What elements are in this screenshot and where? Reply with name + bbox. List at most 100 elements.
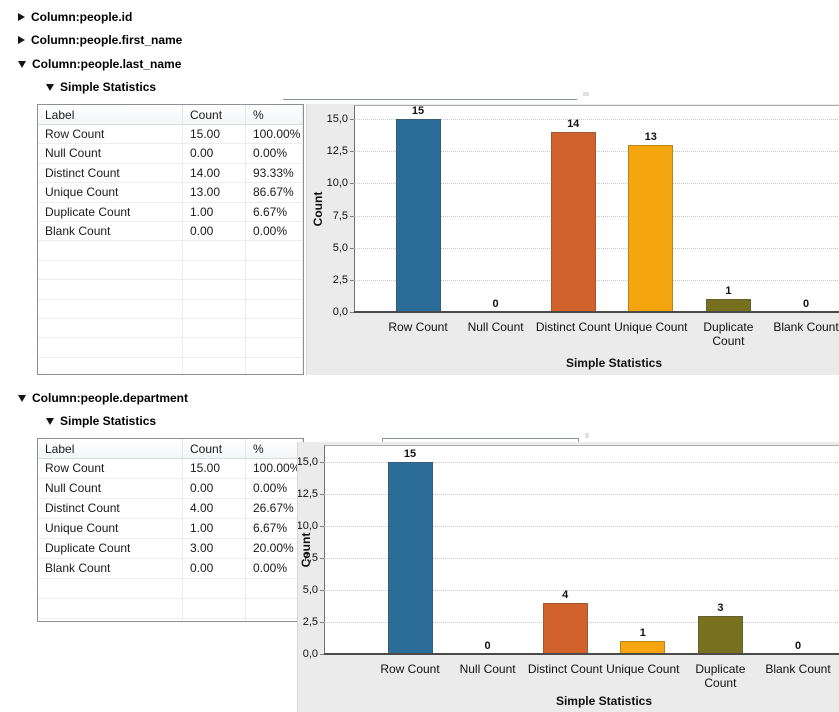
- table-cell: Unique Count: [38, 519, 183, 538]
- table-row[interactable]: Distinct Count 4.00 26.67%: [38, 499, 303, 519]
- table-cell: [38, 260, 183, 280]
- y-axis-tick-label: 0,0: [302, 648, 318, 660]
- table-cell: [246, 299, 303, 318]
- collapsed-arrow-icon[interactable]: [18, 13, 25, 21]
- tree-item-column-people-id[interactable]: Column:people.id: [18, 10, 132, 24]
- table-cell: [246, 599, 303, 618]
- y-axis-title: Count: [311, 191, 325, 226]
- bar-row-count: [395, 119, 441, 312]
- column-header--[interactable]: %: [246, 105, 303, 124]
- table-cell: Null Count: [38, 144, 183, 163]
- column-header-label[interactable]: Label: [38, 439, 183, 458]
- table-cell: [183, 260, 246, 280]
- expanded-arrow-icon[interactable]: [46, 417, 54, 425]
- table-cell: [38, 280, 183, 299]
- bar-distinct-count: [550, 131, 596, 312]
- gridline: [324, 558, 839, 559]
- expanded-arrow-icon[interactable]: [46, 83, 54, 91]
- column-header-label[interactable]: Label: [38, 105, 183, 124]
- tree-item-label: Column:people.last_name: [32, 57, 182, 71]
- table-row-empty: [38, 280, 303, 300]
- tree-item-column-people-first-name[interactable]: Column:people.first_name: [18, 33, 182, 47]
- y-axis-tick-label: 12,5: [297, 488, 318, 500]
- bar-value-label: 0: [484, 640, 491, 652]
- category-label-null-count: Null Count: [467, 320, 524, 334]
- y-axis-tick: [350, 279, 354, 281]
- table-cell: 4.00: [183, 499, 246, 518]
- table-row[interactable]: Blank Count 0.00 0.00%: [38, 221, 303, 242]
- table-cell: [38, 619, 183, 621]
- table-row-empty: [38, 241, 303, 261]
- tree-item-column-people-last-name[interactable]: Column:people.last_name: [18, 57, 181, 71]
- y-axis-tick: [350, 247, 354, 249]
- bar-value-label: 0: [794, 640, 802, 652]
- table-row[interactable]: Row Count 15.00 100.00%: [38, 459, 303, 479]
- y-axis-tick: [320, 622, 324, 623]
- table-row-empty: [38, 619, 303, 621]
- table-cell: 100.00%: [246, 459, 303, 478]
- table-cell: [38, 599, 183, 618]
- bar-value-label: 14: [567, 117, 580, 130]
- simple-statistics-table-last-name: Label Count% Row Count 15.00 100.00% Null Cou…: [37, 104, 304, 375]
- y-axis-tick-label: 0,0: [332, 306, 348, 318]
- panel-border-artifact: [382, 438, 383, 442]
- gridline: [324, 462, 839, 463]
- panel-border-artifact: [283, 99, 577, 100]
- table-row[interactable]: Distinct Count 14.00 93.33%: [38, 163, 303, 184]
- tree-item-label: Column:people.first_name: [31, 33, 183, 47]
- table-cell: [183, 357, 246, 374]
- collapsed-arrow-icon[interactable]: [18, 36, 25, 44]
- expanded-arrow-icon[interactable]: [18, 394, 26, 402]
- tree-item-label: Simple Statistics: [60, 414, 157, 428]
- table-cell: 6.67%: [246, 202, 303, 221]
- bar-value-label: 13: [644, 130, 657, 143]
- simple-statistics-table-department: Label Count% Row Count 15.00 100.00% Null Cou…: [37, 438, 304, 622]
- table-header: Label Count%: [38, 105, 303, 125]
- column-header-count[interactable]: Count: [183, 439, 246, 458]
- y-axis-tick-label: 12,5: [326, 145, 348, 158]
- bar-unique-count: [628, 144, 674, 312]
- table-row[interactable]: Unique Count 13.00 86.67%: [38, 183, 303, 203]
- table-cell: 15.00: [183, 125, 246, 144]
- bar-value-label: 0: [802, 298, 810, 310]
- table-row[interactable]: Row Count 15.00 100.00%: [38, 125, 303, 145]
- tree-item-simple-statistics-department[interactable]: Simple Statistics: [46, 414, 156, 428]
- y-axis-tick: [320, 526, 324, 527]
- table-row[interactable]: Duplicate Count 3.00 20.00%: [38, 539, 303, 559]
- table-cell: [246, 318, 303, 338]
- expanded-arrow-icon[interactable]: [18, 60, 26, 68]
- x-axis-line: [354, 311, 839, 313]
- column-header-count[interactable]: Count: [183, 105, 246, 124]
- table-row[interactable]: Unique Count 1.00 6.67%: [38, 519, 303, 539]
- table-cell: [246, 619, 303, 621]
- table-cell: Distinct Count: [38, 163, 183, 183]
- table-row[interactable]: Null Count 0.00 0.00%: [38, 479, 303, 499]
- tree-item-simple-statistics-last-name[interactable]: Simple Statistics: [46, 80, 156, 94]
- table-cell: Duplicate Count: [38, 539, 183, 558]
- bar-row-count: [387, 462, 433, 654]
- table-cell: Distinct Count: [38, 499, 183, 518]
- table-cell: 0.00: [183, 144, 246, 163]
- table-cell: [38, 579, 183, 598]
- table-cell: Row Count: [38, 459, 183, 478]
- table-row-empty: [38, 338, 303, 358]
- category-label-distinct-count: Distinct Count: [527, 662, 603, 676]
- table-row[interactable]: Blank Count 0.00 0.00%: [38, 559, 303, 579]
- y-axis-tick-label: 10,0: [297, 520, 318, 532]
- table-cell: [183, 241, 246, 260]
- table-cell: [38, 338, 183, 357]
- column-header--[interactable]: %: [246, 439, 303, 458]
- simple-statistics-chart-last-name: 0,0 2,5 5,0 7,5 10,0 12,5 15,0 15 Row Count 0 Null…: [306, 104, 839, 375]
- table-row[interactable]: Null Count 0.00 0.00%: [38, 144, 303, 164]
- panel-border-artifact: [585, 433, 589, 438]
- table-cell: 15.00: [183, 459, 246, 478]
- tree-item-column-people-department[interactable]: Column:people.department: [18, 391, 188, 405]
- bar-value-label: 1: [639, 627, 646, 640]
- category-label-distinct-count: Distinct Count: [535, 320, 611, 334]
- gridline: [354, 183, 839, 185]
- table-row[interactable]: Duplicate Count 1.00 6.67%: [38, 202, 303, 222]
- category-label-blank-count: Blank Count: [765, 662, 831, 676]
- table-cell: 86.67%: [246, 183, 303, 202]
- table-cell: 0.00: [183, 221, 246, 241]
